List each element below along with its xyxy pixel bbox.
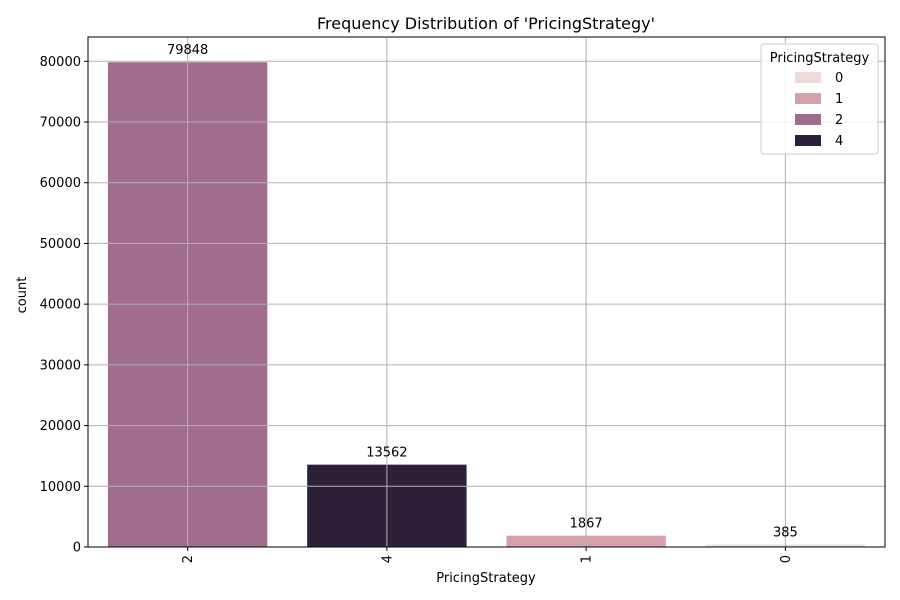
y-tick-label: 60000 [40, 176, 81, 191]
data-label-0: 385 [773, 526, 798, 541]
chart-title: Frequency Distribution of 'PricingStrate… [317, 14, 655, 33]
data-label-1: 1867 [570, 517, 603, 532]
axes-frame [87, 36, 886, 548]
x-tick-label-0: 0 [779, 555, 794, 563]
plot-area: 0 10000 20000 30000 40000 50000 60000 70000 8000… [40, 36, 886, 563]
legend-title: PricingStrategy [770, 51, 870, 66]
y-axis-label: count [15, 277, 30, 314]
legend-swatch-4 [795, 135, 821, 146]
x-axis-label: PricingStrategy [436, 571, 536, 586]
legend: PricingStrategy 0 1 2 4 [760, 43, 879, 155]
x-tick-label-4: 4 [380, 555, 395, 563]
y-tick-label: 40000 [40, 298, 81, 313]
legend-label-2: 2 [835, 113, 843, 128]
legend-swatch-1 [795, 93, 821, 104]
y-tick-label: 0 [73, 541, 81, 556]
x-tick-label-2: 2 [181, 555, 196, 563]
legend-swatch-0 [795, 72, 821, 83]
y-tick-label: 30000 [40, 358, 81, 373]
data-label-4: 13562 [366, 446, 407, 461]
legend-label-1: 1 [835, 92, 843, 107]
data-label-2: 79848 [167, 43, 208, 58]
legend-label-4: 4 [835, 134, 843, 149]
y-tick-label: 10000 [40, 480, 81, 495]
legend-swatch-2 [795, 114, 821, 125]
x-tick-label-1: 1 [580, 555, 595, 563]
y-tick-label: 20000 [40, 419, 81, 434]
legend-label-0: 0 [835, 71, 843, 86]
y-tick-label: 50000 [40, 237, 81, 252]
y-tick-label: 80000 [40, 55, 81, 70]
y-tick-label: 70000 [40, 116, 81, 131]
